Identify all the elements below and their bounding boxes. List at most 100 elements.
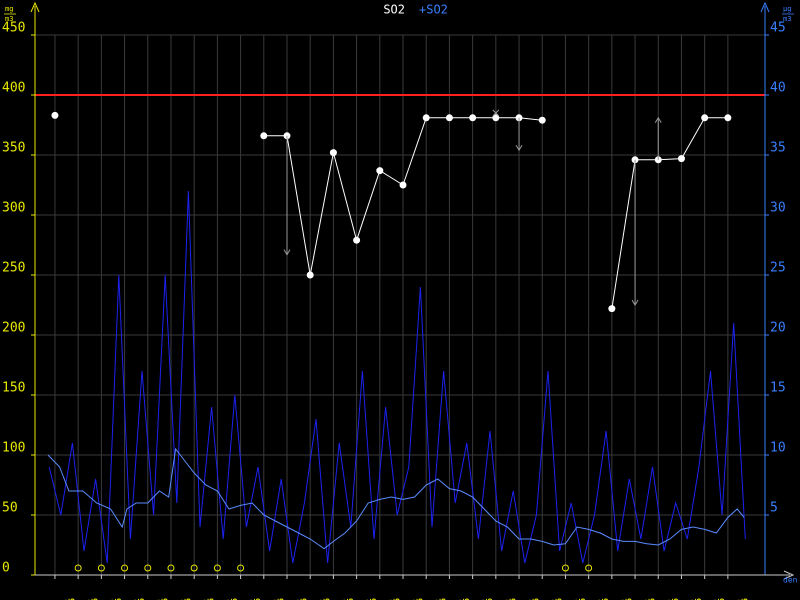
- cross-marker: [492, 109, 500, 117]
- x-tick-year: 2016: [601, 598, 610, 600]
- legend-entry: SO2: [383, 3, 405, 17]
- x-tick-label: 3.4.: [129, 598, 138, 600]
- y2-unit-top: µg: [783, 5, 791, 13]
- range-arrow-head: [283, 249, 291, 256]
- x-tick-year: 2016: [555, 598, 564, 600]
- x-tick-year: 2016: [439, 598, 448, 600]
- x-tick-label: 27.4.: [686, 598, 695, 600]
- series-point: [445, 114, 453, 122]
- x-tick-label: 6.4.: [199, 598, 208, 600]
- x-tick-year: 2016: [740, 598, 749, 600]
- x-tick-label: 21.4.: [547, 598, 556, 600]
- axes: [30, 1, 795, 580]
- x-tick-year: 2016: [694, 598, 703, 600]
- series-point: [51, 111, 59, 119]
- y2-tick-label: 30: [770, 201, 786, 216]
- x-tick-year: 2016: [462, 598, 471, 600]
- x-tick-label: 15.4.: [408, 598, 417, 600]
- legend-entry: +SO2: [419, 3, 448, 17]
- x-tick-label: 13.4.: [361, 598, 370, 600]
- series-point: [422, 114, 430, 122]
- x-tick-year: 2016: [183, 598, 192, 600]
- series-point: [260, 132, 268, 140]
- x-tick-year: 2016: [671, 598, 680, 600]
- y-unit-bottom: m3: [5, 15, 13, 23]
- x-tick-year: 2016: [346, 598, 355, 600]
- series-point: [353, 236, 361, 244]
- x-tick-label: 8.4.: [245, 598, 254, 600]
- x-tick-label: 11.4.: [315, 598, 324, 600]
- missing-day-marker: [121, 564, 129, 572]
- x-tick-year: 2016: [276, 598, 285, 600]
- missing-day-marker: [237, 564, 245, 572]
- x-tick-year: 2016: [508, 598, 517, 600]
- series-line: [47, 447, 745, 550]
- missing-day-marker: [190, 564, 198, 572]
- x-tick-label: 12.4.: [338, 598, 347, 600]
- series-point: [469, 114, 477, 122]
- x-tick-label: 18.4.: [477, 598, 486, 600]
- x-tick-label: 2.4.: [106, 598, 115, 600]
- missing-day-marker: [144, 564, 152, 572]
- x-axis-arrow: [783, 570, 795, 580]
- y2-tick-label: 15: [770, 381, 786, 396]
- missing-day-marker: [74, 564, 82, 572]
- marks: [35, 94, 765, 572]
- missing-day-marker: [97, 564, 105, 572]
- y-tick-label: 300: [2, 201, 25, 216]
- y-tick-label: 250: [2, 261, 25, 276]
- series-line: [611, 117, 728, 309]
- x-tick-label: 22.4.: [570, 598, 579, 600]
- x-tick-year: 2016: [114, 598, 123, 600]
- range-arrow-head: [515, 144, 523, 152]
- range-arrow-head: [654, 116, 662, 124]
- x-tick-year: 2016: [416, 598, 425, 600]
- x-tick-label: 20.4.: [524, 598, 533, 600]
- x-tick-year: 2016: [624, 598, 633, 600]
- y2-tick-label: 45: [770, 21, 786, 36]
- series-point: [701, 114, 709, 122]
- y2-tick-label: 5: [770, 501, 778, 516]
- x-tick-year: 2016: [578, 598, 587, 600]
- y-tick-label: 150: [2, 381, 25, 396]
- series-point: [492, 114, 500, 122]
- x-tick-year: 2016: [392, 598, 401, 600]
- x-tick-label: 17.4.: [454, 598, 463, 600]
- x-tick-year: 2016: [485, 598, 494, 600]
- x-tick-year: 2016: [717, 598, 726, 600]
- y-tick-label: 400: [2, 81, 25, 96]
- x-tick-label: 25.4.: [640, 598, 649, 600]
- y2-tick-label: 10: [770, 441, 786, 456]
- grid: [31, 34, 769, 579]
- x-tick-year: 2016: [137, 598, 146, 600]
- x-tick-label: 23.4.: [593, 598, 602, 600]
- x-tick-year: 2016: [323, 598, 332, 600]
- missing-day-marker: [585, 564, 593, 572]
- x-tick-label: 26.4.: [663, 598, 672, 600]
- x-tick-year: 2016: [230, 598, 239, 600]
- y-tick-label: 50: [2, 501, 18, 516]
- series-point: [608, 305, 616, 313]
- y2-axis-arrow: [760, 1, 770, 13]
- y2-unit-bottom: m3: [783, 15, 791, 23]
- missing-day-marker: [213, 564, 221, 572]
- missing-day-marker: [561, 564, 569, 572]
- series-point: [677, 155, 685, 163]
- x-tick-label: 4.4.: [152, 598, 161, 600]
- x-tick-year: 2016: [67, 598, 76, 600]
- series-point: [724, 114, 732, 122]
- range-arrow-head: [631, 299, 639, 306]
- x-tick-year: 2016: [648, 598, 657, 600]
- y2-tick-label: 35: [770, 141, 786, 156]
- x-tick-label: 10.4.: [291, 598, 300, 600]
- y-tick-label: 0: [2, 561, 10, 576]
- x-label: den: [783, 576, 798, 585]
- y-tick-label: 350: [2, 141, 25, 156]
- y2-tick-label: 20: [770, 321, 786, 336]
- x-tick-label: 14.4.: [384, 598, 393, 600]
- x-tick-year: 2016: [160, 598, 169, 600]
- x-tick-label: 28.4.: [709, 598, 718, 600]
- y2-tick-label: 25: [770, 261, 786, 276]
